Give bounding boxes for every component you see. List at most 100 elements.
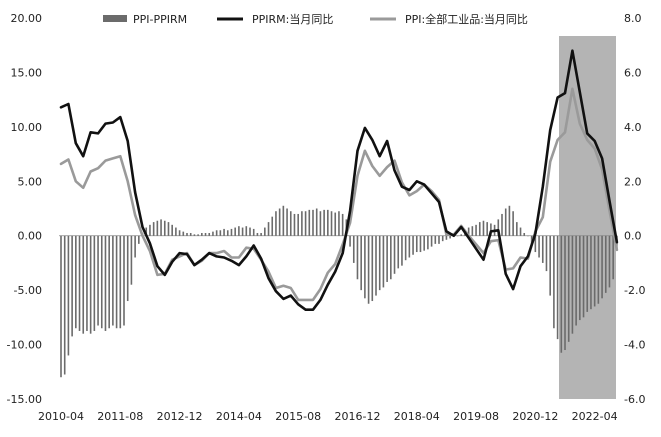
spread-bar xyxy=(119,235,122,329)
spread-bar xyxy=(586,235,589,312)
legend-label-ppi: PPI:全部工业品:当月同比 xyxy=(405,12,528,26)
spread-bar xyxy=(145,227,148,236)
series-lines xyxy=(59,49,619,311)
spread-bar xyxy=(571,235,574,334)
spread-bar xyxy=(553,235,555,329)
spread-bar xyxy=(89,235,92,334)
y-left-tick-label: 15.00 xyxy=(11,66,43,79)
x-axis-ticks: 2010-04 2011-08 2012-12 2014-04 2015-08 2016-… xyxy=(38,410,618,423)
spread-bar xyxy=(582,235,585,318)
spread-bar xyxy=(456,235,459,237)
y-left-tick-label: 0.00 xyxy=(18,230,43,243)
spread-bar xyxy=(97,235,99,326)
spread-bar xyxy=(230,228,233,236)
spread-bar xyxy=(264,227,266,236)
x-tick-label: 2012-12 xyxy=(157,410,203,423)
spread-bar xyxy=(275,211,277,236)
spread-bar xyxy=(171,224,173,236)
spread-bar xyxy=(523,232,526,236)
spread-bar xyxy=(189,232,192,236)
spread-bar xyxy=(186,232,188,236)
legend: PPI-PPIRM PPIRM:当月同比 PPI:全部工业品:当月同比 xyxy=(103,12,528,26)
spread-bar xyxy=(156,220,159,236)
spread-bar xyxy=(175,227,177,236)
spread-bar xyxy=(256,232,259,236)
spread-bar xyxy=(330,211,333,236)
spread-bar xyxy=(286,208,288,236)
spread-bar xyxy=(338,211,340,236)
spread-bar xyxy=(445,235,448,240)
x-tick-label: 2011-08 xyxy=(97,410,143,423)
spread-bar xyxy=(312,209,314,236)
spread-bar xyxy=(71,235,73,337)
spread-bar xyxy=(545,235,548,272)
spread-bar xyxy=(249,227,251,236)
spread-bar xyxy=(534,235,537,253)
spread-bar xyxy=(134,235,136,258)
spread-bar xyxy=(419,235,422,253)
spread-bar xyxy=(193,234,196,236)
spread-bar xyxy=(434,235,437,244)
spread-bar xyxy=(201,232,203,236)
spread-bar xyxy=(82,235,85,334)
spread-bar xyxy=(138,235,140,244)
spread-bar xyxy=(93,235,96,331)
right-axis-ticks: 8.0 6.0 4.0 2.0 0.0 -2.0 -4.0 -6.0 xyxy=(624,12,645,406)
spread-bar xyxy=(75,235,77,329)
highlight-band xyxy=(559,36,616,399)
spread-bar xyxy=(412,235,414,255)
spread-bar xyxy=(178,230,181,236)
spread-bar xyxy=(197,234,199,236)
y-right-tick-label: -4.0 xyxy=(624,339,645,352)
spread-bar xyxy=(408,235,411,258)
spread-bar xyxy=(467,227,470,236)
spread-bar xyxy=(112,235,114,326)
spread-bar xyxy=(60,235,62,378)
spread-bar xyxy=(590,235,592,310)
spread-bar xyxy=(501,213,503,236)
spread-bar xyxy=(364,235,366,299)
spread-bar xyxy=(271,216,274,236)
spread-bar xyxy=(519,227,522,236)
spread-bar xyxy=(508,205,511,236)
spread-bar xyxy=(567,235,570,342)
x-tick-label: 2010-04 xyxy=(38,410,84,423)
spread-bar xyxy=(182,231,185,236)
spread-bar xyxy=(367,235,370,304)
spread-bar xyxy=(382,235,385,288)
spread-bar xyxy=(401,235,403,266)
spread-bar xyxy=(252,228,255,236)
spread-bar xyxy=(538,235,540,258)
y-right-tick-label: 4.0 xyxy=(624,121,642,134)
spread-bar xyxy=(512,211,514,236)
legend-label-spread: PPI-PPIRM xyxy=(133,13,187,26)
spread-bar xyxy=(375,235,377,296)
spread-bar xyxy=(212,231,214,236)
spread-bar xyxy=(238,226,240,236)
x-tick-label: 2016-12 xyxy=(334,410,380,423)
spread-bar xyxy=(601,235,603,299)
spread-bar xyxy=(293,213,296,236)
spread-bar xyxy=(278,208,281,236)
x-tick-label: 2020-12 xyxy=(512,410,558,423)
spread-bar xyxy=(486,222,488,236)
spread-bar xyxy=(423,235,425,251)
spread-bar xyxy=(319,211,322,236)
spread-bar xyxy=(604,235,607,293)
spread-bar xyxy=(208,232,211,236)
spread-bar xyxy=(123,235,125,326)
spread-bar xyxy=(475,224,477,236)
y-left-tick-label: -5.00 xyxy=(14,284,42,297)
spread-bar xyxy=(478,222,481,236)
spread-bar xyxy=(219,230,222,236)
spread-bar xyxy=(482,220,485,236)
x-tick-label: 2019-08 xyxy=(453,410,499,423)
spread-bar xyxy=(560,235,563,353)
y-left-tick-label: -10.00 xyxy=(7,339,42,352)
spread-bar xyxy=(308,209,311,236)
y-right-tick-label: -6.0 xyxy=(624,393,645,406)
spread-bar xyxy=(449,235,451,239)
spread-bar xyxy=(215,230,218,236)
spread-bar xyxy=(460,234,463,236)
